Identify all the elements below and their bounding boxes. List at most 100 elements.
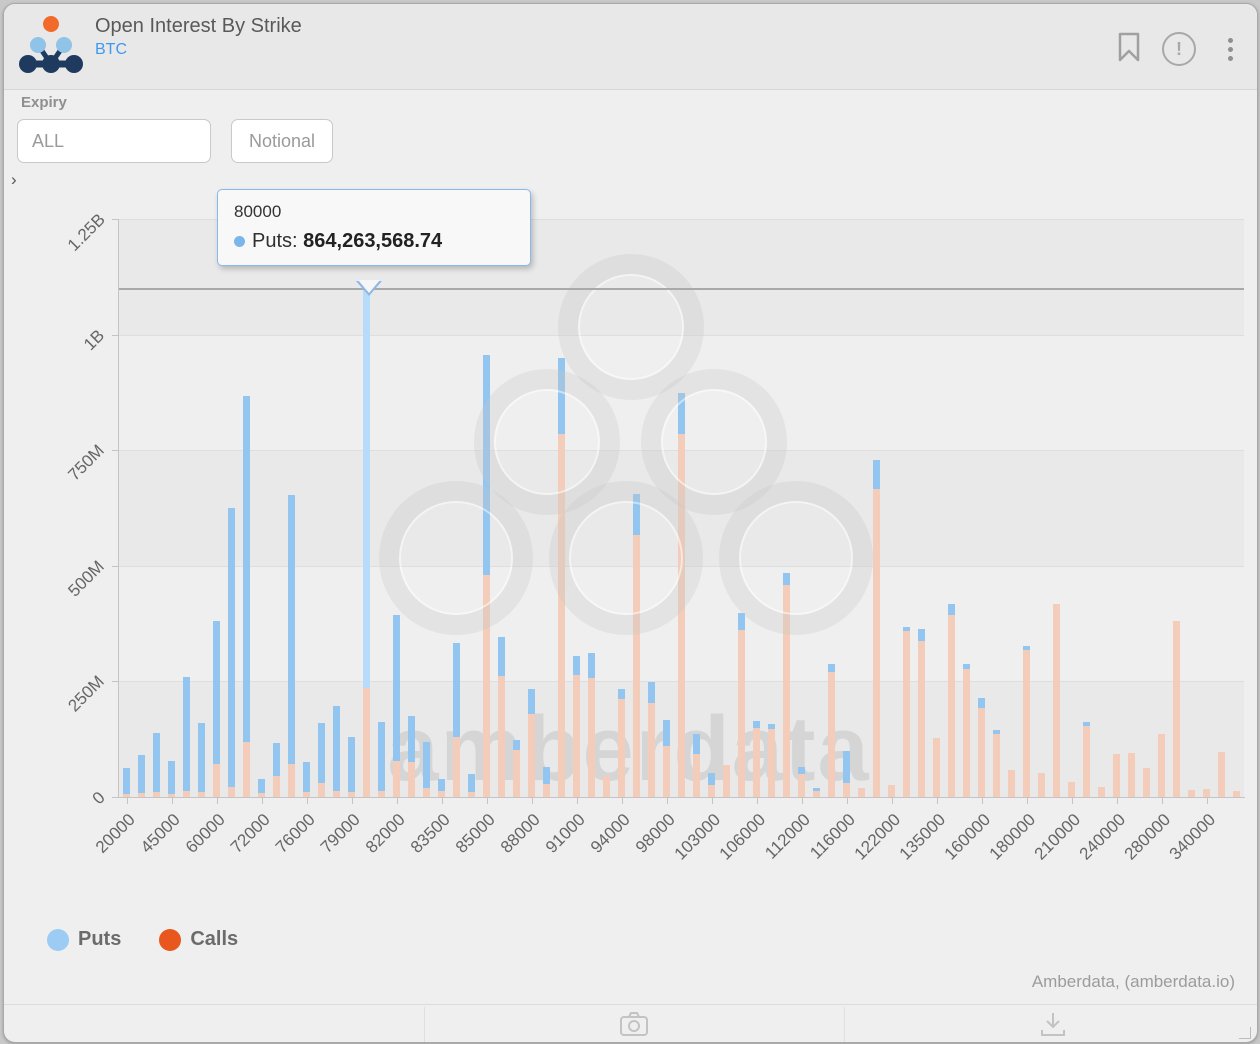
bar-calls-30000[interactable]: [138, 793, 145, 797]
bar-puts-65000[interactable]: [228, 507, 235, 797]
bar-calls-280000[interactable]: [1158, 733, 1165, 797]
bar-calls-125000[interactable]: [903, 630, 910, 797]
camera-icon[interactable]: [619, 1011, 649, 1042]
bar-calls-140000[interactable]: [948, 615, 955, 797]
bar-calls-115000[interactable]: [828, 672, 835, 797]
bar-puts-72000[interactable]: [258, 779, 265, 797]
bar-puts-40000[interactable]: [153, 732, 160, 797]
bar-calls-106000[interactable]: [753, 727, 760, 797]
bar-calls-250000[interactable]: [1128, 752, 1135, 797]
bar-puts-83500[interactable]: [438, 778, 445, 797]
bar-calls-240000[interactable]: [1113, 753, 1120, 797]
bar-puts-82500[interactable]: [408, 716, 415, 797]
bar-calls-82500[interactable]: [408, 761, 415, 797]
bar-puts-55000[interactable]: [198, 723, 205, 797]
bar-calls-150000[interactable]: [963, 669, 970, 797]
bar-calls-83500[interactable]: [438, 791, 445, 797]
bar-calls-82000[interactable]: [393, 760, 400, 797]
bar-calls-75000[interactable]: [288, 764, 295, 797]
bar-puts-74000[interactable]: [273, 743, 280, 797]
bar-puts-60000[interactable]: [213, 621, 220, 797]
bar-calls-78000[interactable]: [333, 791, 340, 797]
bar-calls-72000[interactable]: [258, 793, 265, 797]
legend-item-puts[interactable]: Puts: [47, 928, 121, 951]
bar-calls-89000[interactable]: [543, 784, 550, 797]
bar-calls-103000[interactable]: [708, 785, 715, 797]
bar-calls-118000[interactable]: [858, 787, 865, 797]
resize-handle[interactable]: [1239, 1027, 1251, 1039]
info-icon[interactable]: !: [1162, 32, 1196, 66]
bar-calls-230000[interactable]: [1098, 787, 1105, 797]
bar-calls-120000[interactable]: [873, 488, 880, 797]
bar-calls-300000[interactable]: [1173, 621, 1180, 797]
bar-puts-82000[interactable]: [393, 614, 400, 797]
bar-calls-50000[interactable]: [183, 791, 190, 797]
bar-calls-260000[interactable]: [1143, 768, 1150, 797]
bar-calls-83000[interactable]: [423, 787, 430, 797]
bar-puts-70000[interactable]: [243, 396, 250, 797]
bar-puts-89000[interactable]: [543, 766, 550, 797]
bar-calls-84500[interactable]: [468, 792, 475, 797]
bar-calls-45000[interactable]: [168, 794, 175, 797]
bar-calls-102000[interactable]: [693, 754, 700, 797]
bar-calls-108000[interactable]: [768, 729, 775, 797]
bar-calls-77000[interactable]: [318, 783, 325, 797]
legend-item-calls[interactable]: Calls: [159, 928, 238, 951]
bar-calls-70000[interactable]: [243, 742, 250, 797]
bar-calls-110000[interactable]: [783, 584, 790, 797]
bar-calls-180000[interactable]: [1023, 649, 1030, 797]
bar-calls-90000[interactable]: [558, 434, 565, 797]
bar-calls-114000[interactable]: [813, 791, 820, 797]
bookmark-icon[interactable]: [1117, 32, 1141, 67]
bar-calls-40000[interactable]: [153, 791, 160, 797]
bar-calls-81000[interactable]: [378, 791, 385, 797]
bar-calls-105000[interactable]: [738, 629, 745, 797]
bar-calls-80000[interactable]: [363, 687, 370, 797]
bar-calls-86000[interactable]: [498, 676, 505, 797]
bar-puts-78000[interactable]: [333, 705, 340, 797]
bar-calls-76000[interactable]: [303, 792, 310, 797]
bar-calls-190000[interactable]: [1038, 772, 1045, 797]
bar-calls-92000[interactable]: [588, 677, 595, 797]
bar-puts-50000[interactable]: [183, 677, 190, 797]
bar-calls-94000[interactable]: [618, 699, 625, 797]
bar-calls-95000[interactable]: [633, 534, 640, 797]
bar-calls-98000[interactable]: [663, 746, 670, 797]
bar-calls-96000[interactable]: [648, 702, 655, 797]
bar-calls-85000[interactable]: [483, 575, 490, 797]
bar-calls-160000[interactable]: [978, 707, 985, 797]
kebab-menu-icon[interactable]: [1228, 34, 1234, 65]
bar-calls-112000[interactable]: [798, 773, 805, 797]
bar-calls-88000[interactable]: [528, 714, 535, 797]
bar-calls-60000[interactable]: [213, 764, 220, 797]
bar-calls-87000[interactable]: [513, 750, 520, 797]
bar-calls-100000[interactable]: [678, 434, 685, 797]
bar-calls-220000[interactable]: [1083, 725, 1090, 797]
bar-puts-116000[interactable]: [843, 750, 850, 797]
bar-puts-103000[interactable]: [708, 772, 715, 797]
bar-calls-79000[interactable]: [348, 792, 355, 797]
bar-calls-200000[interactable]: [1053, 604, 1060, 797]
bar-calls-340000[interactable]: [1203, 789, 1210, 797]
bar-calls-122000[interactable]: [888, 785, 895, 797]
bar-puts-84500[interactable]: [468, 773, 475, 797]
bar-calls-20000[interactable]: [123, 794, 130, 797]
bar-calls-210000[interactable]: [1068, 782, 1075, 797]
bar-calls-74000[interactable]: [273, 775, 280, 797]
download-icon[interactable]: [1039, 1011, 1067, 1042]
bar-calls-170000[interactable]: [1008, 770, 1015, 797]
expiry-select[interactable]: [17, 119, 211, 163]
collapse-chevron-icon[interactable]: ›: [11, 170, 17, 189]
bar-calls-320000[interactable]: [1188, 790, 1195, 797]
bar-calls-93000[interactable]: [603, 776, 610, 797]
bar-puts-84000[interactable]: [453, 643, 460, 797]
bar-calls-91000[interactable]: [573, 675, 580, 797]
bar-puts-83000[interactable]: [423, 741, 430, 797]
bar-calls-84000[interactable]: [453, 736, 460, 797]
bar-calls-400000[interactable]: [1233, 791, 1240, 797]
bar-puts-76000[interactable]: [303, 761, 310, 797]
bar-calls-130000[interactable]: [918, 641, 925, 797]
bar-puts-30000[interactable]: [138, 754, 145, 797]
bar-calls-165000[interactable]: [993, 733, 1000, 797]
bar-puts-79000[interactable]: [348, 737, 355, 797]
